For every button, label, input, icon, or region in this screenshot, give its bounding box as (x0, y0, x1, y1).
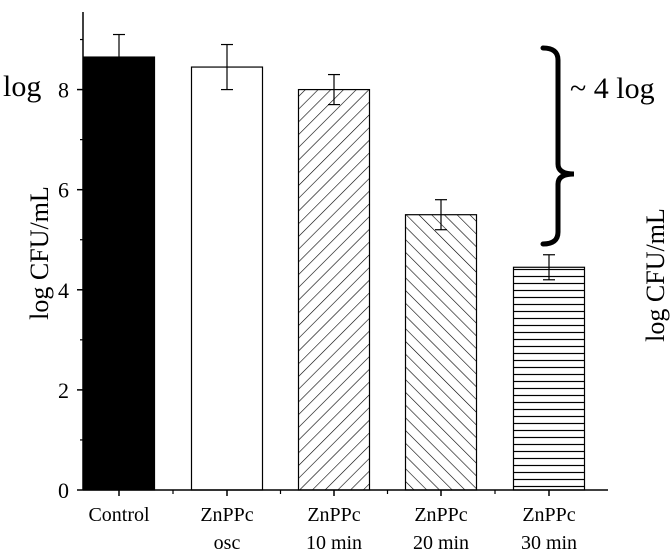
y-tick-label-2: 2 (58, 378, 69, 403)
bars-group (82, 56, 586, 491)
bar-4 (404, 214, 478, 491)
x-tick-label-line: ZnPPc (307, 504, 360, 526)
x-tick-label-line: ZnPPc (522, 504, 575, 526)
error-bars-group (113, 33, 555, 281)
x-tick-label-line: Control (88, 504, 150, 526)
y-tick-label-8: 8 (58, 78, 69, 103)
y-tick-label-0: 0 (58, 478, 69, 503)
reduction-label: ~ 4 log (570, 72, 655, 105)
x-tick-label-1: Control (88, 504, 150, 526)
x-tick-label-line: 10 min (306, 532, 362, 554)
y-axis-label: log CFU/mL (25, 186, 54, 320)
clipped-left-label: log (3, 70, 41, 103)
clipped-right-y-label: log CFU/mL (641, 208, 670, 342)
y-tick-label-6: 6 (58, 178, 69, 203)
bar-2 (190, 66, 264, 491)
x-tick-label-2: ZnPPc osc (200, 504, 253, 554)
y-ticks-group: 0 2 4 6 8 (58, 38, 83, 503)
x-tick-label-line: ZnPPc (200, 504, 253, 526)
bar-5 (512, 266, 586, 491)
x-tick-label-line: 30 min (521, 532, 577, 554)
x-tick-label-3: ZnPPc 10 min (306, 504, 362, 554)
y-tick-label-4: 4 (58, 278, 69, 303)
x-tick-label-line: osc (214, 532, 241, 554)
reduction-brace (540, 45, 575, 247)
x-tick-label-4: ZnPPc 20 min (413, 504, 469, 554)
x-tick-label-5: ZnPPc 30 min (521, 504, 577, 554)
x-tick-label-line: ZnPPc (414, 504, 467, 526)
x-tick-label-line: 20 min (413, 532, 469, 554)
bar-3 (297, 88, 371, 491)
bar-1 (82, 56, 156, 491)
